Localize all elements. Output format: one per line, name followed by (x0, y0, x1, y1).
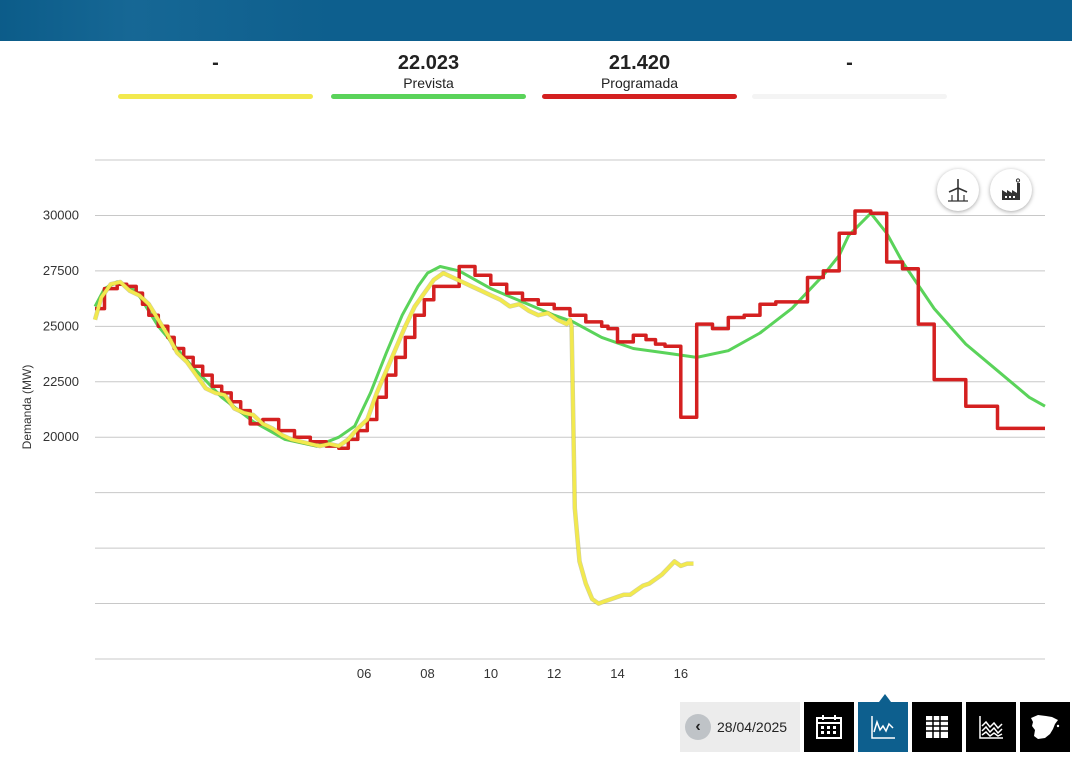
legend-prevista-label: Prevista (403, 75, 454, 91)
chevron-left-icon[interactable]: ‹ (685, 714, 711, 740)
date-text: 28/04/2025 (717, 719, 788, 735)
header-bar (0, 0, 1072, 41)
legend-prevista[interactable]: 22.023 Prevista (331, 52, 526, 99)
spain-map-icon (1031, 715, 1060, 739)
wind-turbine-icon (948, 179, 968, 202)
legend-programada-swatch (542, 94, 737, 99)
calendar-icon (816, 715, 842, 739)
legend-programada-label: Programada (600, 75, 679, 91)
x-tick-label: 14 (610, 666, 624, 681)
x-tick-label: 12 (547, 666, 561, 681)
y-tick-label: 20000 (43, 429, 79, 444)
x-tick-label: 06 (357, 666, 371, 681)
line-chart-button[interactable] (858, 702, 908, 752)
y-tick-label: 27500 (43, 263, 79, 278)
chart-series (92, 209, 1046, 606)
area-chart-icon (979, 716, 1003, 739)
legend-real[interactable]: - (118, 52, 313, 99)
legend-real-swatch (118, 94, 313, 99)
y-tick-label: 30000 (43, 207, 79, 222)
active-tab-indicator (879, 694, 891, 702)
legend-extra-swatch (752, 94, 947, 99)
legend-programada[interactable]: 21.420 Programada (542, 52, 737, 99)
demand-chart: 20000 22500 25000 27500 30000 06 08 10 12 14 16 (43, 159, 1046, 681)
legend-prevista-swatch (331, 94, 526, 99)
y-tick-label: 22500 (43, 374, 79, 389)
x-tick-labels: 06 08 10 12 14 16 (357, 666, 688, 681)
x-tick-label: 10 (484, 666, 498, 681)
spain-map-button[interactable] (1020, 702, 1070, 752)
series-line-programada (95, 209, 1045, 451)
y-tick-labels: 20000 22500 25000 27500 30000 (43, 207, 79, 444)
legend-extra-value: - (846, 52, 853, 74)
series-line-real (93, 271, 694, 606)
legend-real-value: - (212, 52, 219, 74)
date-selector[interactable]: ‹ 28/04/2025 (680, 702, 800, 752)
legend-prevista-value: 22.023 (397, 52, 460, 74)
legend-programada-value: 21.420 (608, 52, 671, 74)
wind-turbine-button[interactable] (937, 169, 979, 211)
legend-extra[interactable]: - (752, 52, 947, 99)
x-tick-label: 16 (674, 666, 688, 681)
factory-button[interactable] (990, 169, 1032, 211)
table-button[interactable] (912, 702, 962, 752)
y-tick-label: 25000 (43, 318, 79, 333)
line-chart-icon (871, 716, 895, 739)
chart-grid (95, 159, 1045, 660)
series-line-real-shadow (92, 270, 694, 606)
y-axis-label: Demanda (MW) (20, 364, 34, 450)
x-tick-label: 08 (420, 666, 434, 681)
area-chart-button[interactable] (966, 702, 1016, 752)
table-icon (926, 716, 948, 738)
factory-icon (1002, 178, 1021, 200)
header-logo-area (0, 0, 330, 41)
calendar-button[interactable] (804, 702, 854, 752)
